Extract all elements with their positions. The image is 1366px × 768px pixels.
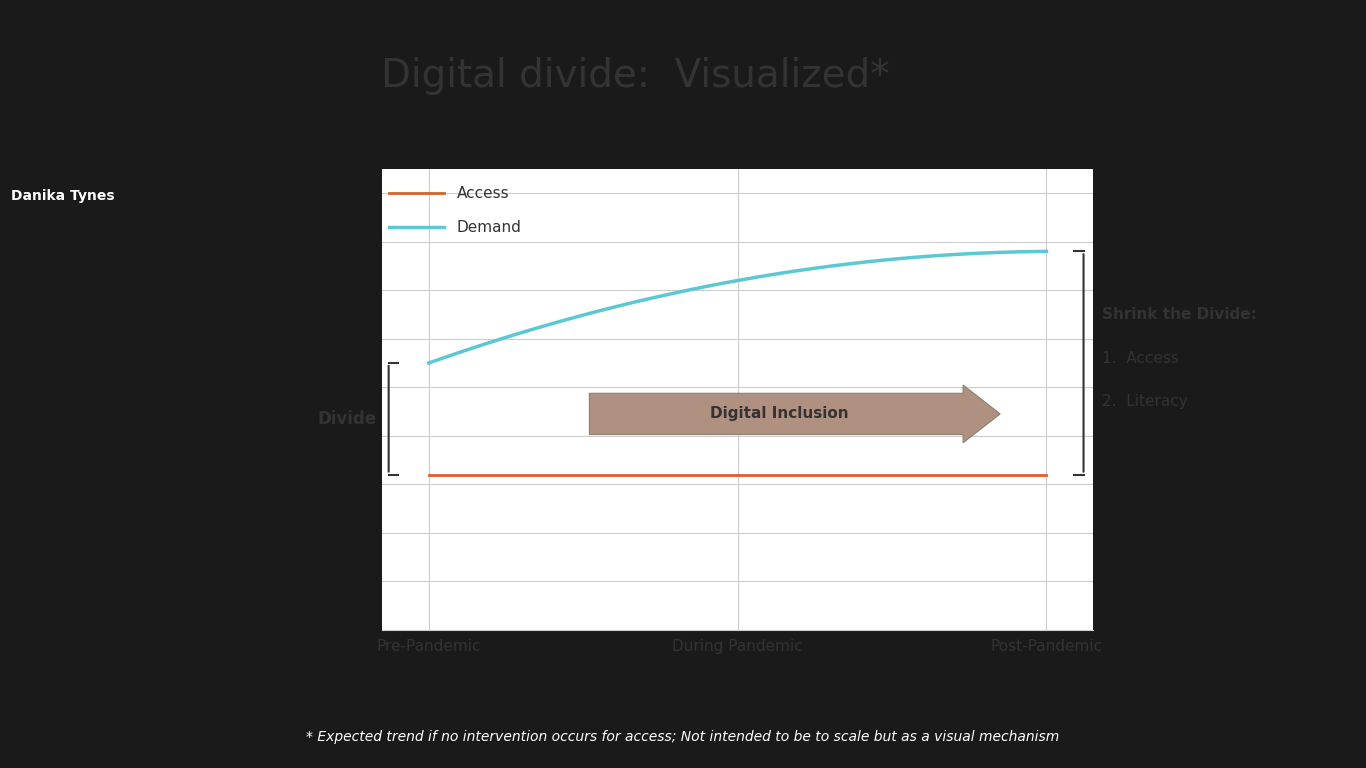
- Text: 1.  Access: 1. Access: [1102, 351, 1179, 366]
- Text: Digital Inclusion: Digital Inclusion: [710, 406, 848, 422]
- FancyArrow shape: [589, 385, 1000, 443]
- Text: Divide: Divide: [317, 410, 376, 428]
- Text: 2.  Literacy: 2. Literacy: [1102, 394, 1188, 409]
- Text: Demand: Demand: [456, 220, 522, 235]
- Text: Shrink the Divide:: Shrink the Divide:: [1102, 307, 1257, 322]
- Text: Access: Access: [456, 186, 510, 200]
- Text: Digital divide:  Visualized*: Digital divide: Visualized*: [381, 57, 889, 94]
- Text: Danika Tynes: Danika Tynes: [11, 189, 115, 203]
- Text: * Expected trend if no intervention occurs for access; Not intended to be to sca: * Expected trend if no intervention occu…: [306, 730, 1060, 744]
